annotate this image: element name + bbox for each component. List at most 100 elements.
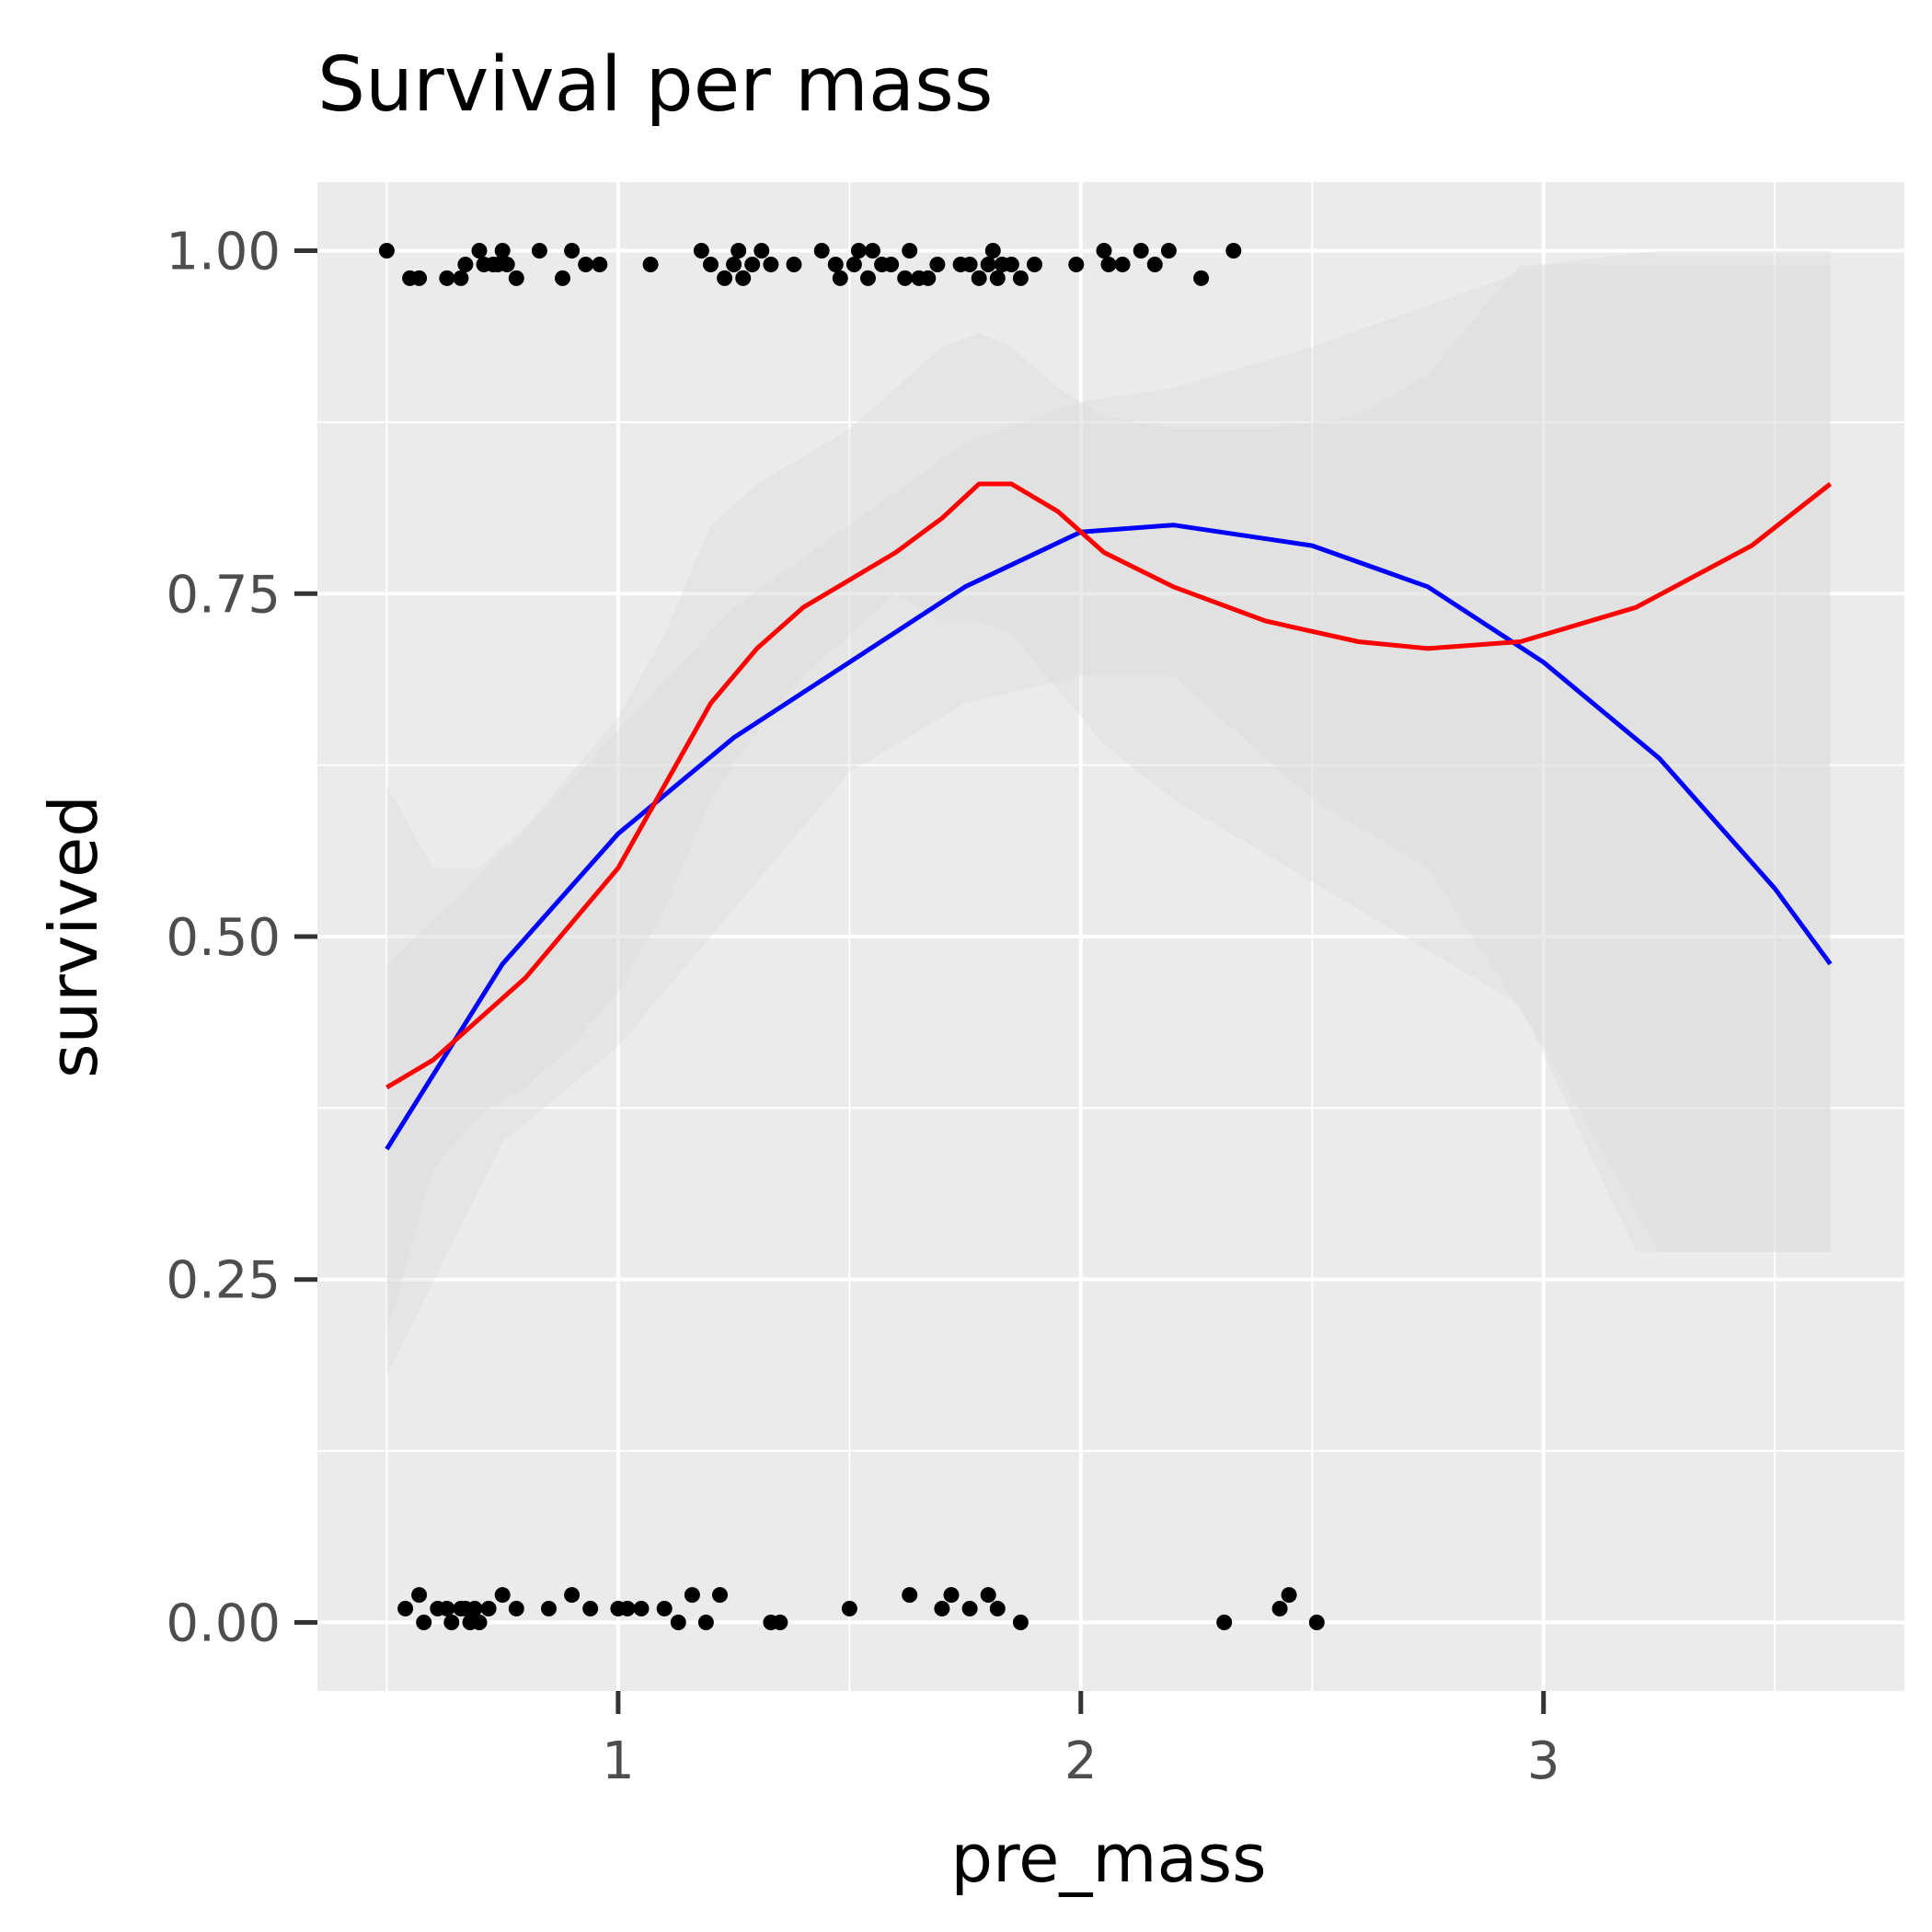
data-point — [471, 1615, 488, 1630]
data-point — [578, 257, 594, 272]
data-point — [860, 270, 876, 286]
data-point — [961, 1601, 978, 1616]
data-point — [1225, 243, 1242, 259]
data-point — [541, 1601, 557, 1616]
data-point — [555, 270, 570, 286]
data-point — [443, 1615, 460, 1630]
data-point — [697, 1615, 714, 1630]
axis-ticks: 0.00 0.25 0.50 0.75 1.00 1 2 3 — [166, 223, 1559, 1791]
confidence-ribbon-2 — [386, 264, 1831, 1335]
data-point — [897, 270, 914, 286]
data-point — [730, 243, 747, 259]
data-point — [712, 1587, 728, 1604]
data-point — [1027, 257, 1042, 272]
data-point — [471, 243, 488, 259]
data-point — [1308, 1615, 1325, 1630]
data-point — [1003, 257, 1019, 272]
data-point — [989, 270, 1006, 286]
data-point — [703, 257, 719, 272]
data-point — [786, 257, 802, 272]
data-point — [772, 1615, 788, 1630]
data-point — [508, 1601, 524, 1616]
data-point — [929, 257, 946, 272]
data-point — [1012, 270, 1029, 286]
y-axis-title: survived — [35, 795, 112, 1078]
data-point — [865, 243, 880, 259]
y-tick-label: 1.00 — [166, 223, 281, 282]
data-point — [564, 1587, 581, 1604]
data-point — [1271, 1601, 1288, 1616]
data-point — [633, 1601, 650, 1616]
data-point — [411, 1587, 428, 1604]
data-point — [1281, 1587, 1297, 1604]
data-point — [753, 243, 770, 259]
data-point — [642, 257, 659, 272]
y-tick-label: 0.50 — [166, 908, 281, 968]
data-point — [397, 1601, 414, 1616]
x-tick-label: 3 — [1527, 1731, 1560, 1791]
data-point — [841, 1601, 857, 1616]
data-point — [466, 1601, 483, 1616]
data-point — [934, 1601, 950, 1616]
data-point — [902, 243, 918, 259]
data-point — [1012, 1615, 1029, 1630]
data-point — [744, 257, 761, 272]
fitted-curves — [385, 481, 1833, 1151]
data-point — [592, 257, 608, 272]
data-point — [827, 257, 844, 272]
confidence-ribbon-1 — [386, 250, 1831, 1376]
data-point — [902, 1587, 918, 1604]
data-point — [508, 270, 524, 286]
data-point — [619, 1601, 636, 1616]
data-point — [943, 1587, 960, 1604]
data-point — [1096, 243, 1112, 259]
y-tick-label: 0.75 — [166, 565, 281, 625]
data-point — [411, 270, 428, 286]
data-point — [1216, 1615, 1233, 1630]
data-point — [850, 243, 867, 259]
data-point — [564, 243, 581, 259]
data-point — [980, 257, 996, 272]
data-point — [813, 243, 830, 259]
data-point — [920, 270, 937, 286]
data-point — [656, 1601, 673, 1616]
data-point — [845, 257, 862, 272]
x-tick-label: 2 — [1064, 1731, 1098, 1791]
data-point — [693, 243, 709, 259]
data-point — [984, 243, 1001, 259]
data-point — [378, 243, 395, 259]
data-point — [832, 270, 848, 286]
data-point — [1068, 257, 1085, 272]
data-point — [971, 270, 987, 286]
data-point — [1133, 243, 1149, 259]
data-point — [883, 257, 900, 272]
data-point — [416, 1615, 432, 1630]
confidence-ribbons — [386, 250, 1831, 1376]
data-point — [989, 1601, 1006, 1616]
y-tick-label: 0.25 — [166, 1251, 281, 1311]
data-point — [457, 257, 474, 272]
data-point — [499, 257, 515, 272]
data-point — [670, 1615, 686, 1630]
data-point — [439, 1601, 455, 1616]
data-point — [717, 270, 733, 286]
data-point — [439, 270, 455, 286]
data-point — [1146, 257, 1163, 272]
data-point — [735, 270, 752, 286]
data-point — [494, 1587, 511, 1604]
data-point — [961, 257, 978, 272]
data-point — [480, 1601, 497, 1616]
data-point — [453, 270, 469, 286]
data-point — [531, 243, 547, 259]
fitted-curve-2 — [385, 481, 1833, 1090]
data-point — [1114, 257, 1131, 272]
data-point — [684, 1587, 700, 1604]
data-point — [582, 1601, 599, 1616]
chart-title: Survival per mass — [317, 41, 994, 129]
data-point — [726, 257, 742, 272]
data-point — [1160, 243, 1177, 259]
fitted-curve-1 — [385, 523, 1833, 1151]
y-tick-label: 0.00 — [166, 1593, 281, 1653]
grid-lines — [317, 182, 1904, 1691]
